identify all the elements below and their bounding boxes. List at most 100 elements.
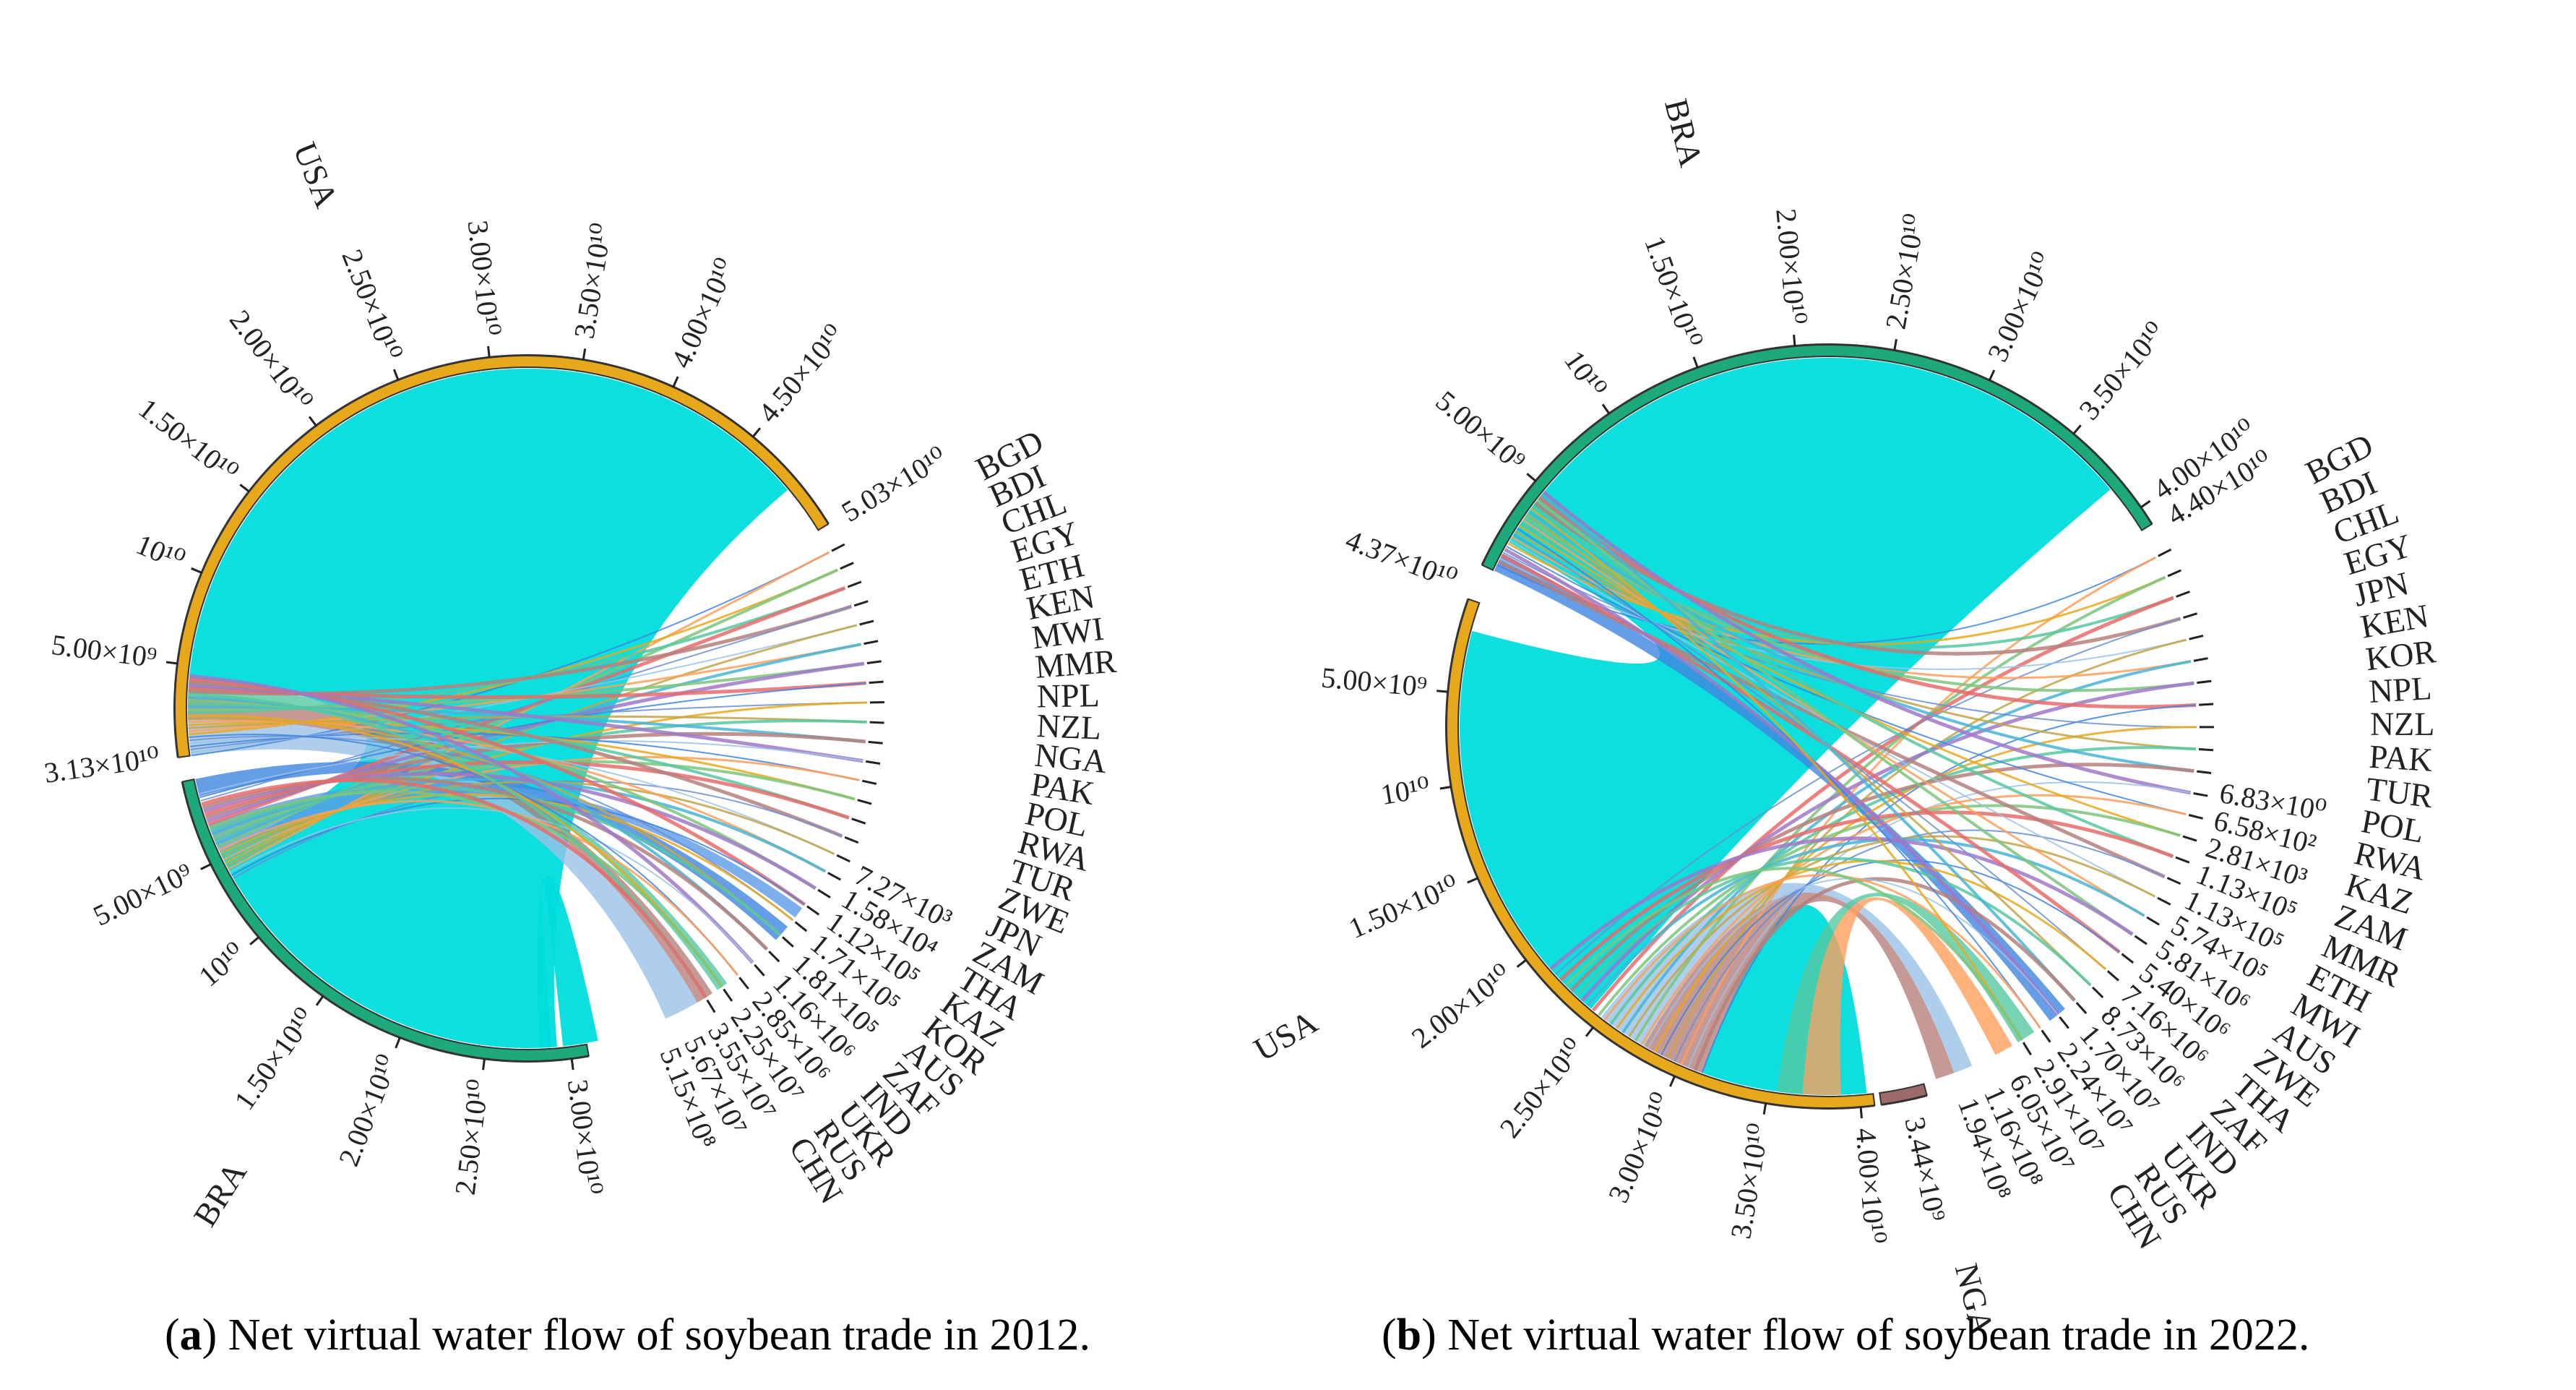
- flow-line-kor: [1580, 681, 2194, 1003]
- flow-line-ken: [1621, 659, 2192, 1034]
- country-tick-pak: [866, 760, 881, 765]
- tick-mark: [1585, 1026, 1595, 1037]
- flow-line-zaf: [1575, 857, 2092, 997]
- country-label-pak: PAK: [2368, 738, 2434, 778]
- tick-label: 4.50×10¹⁰: [751, 319, 850, 429]
- node-name-bra: BRA: [186, 1155, 254, 1232]
- tick-label: 2.00×10¹⁰: [1770, 207, 1812, 326]
- country-tick-eth: [859, 619, 874, 626]
- flow-line-kaz: [1598, 804, 2181, 1016]
- country-tick-chl: [847, 580, 862, 588]
- tick-mark: [672, 376, 679, 388]
- country-tick-tha: [2106, 970, 2119, 982]
- country-tick-zaf: [768, 951, 780, 963]
- tick-mark: [249, 936, 260, 945]
- country-tick-pol: [861, 779, 877, 785]
- node-arc-bra: [1481, 344, 2153, 571]
- country-tick-zaf: [2091, 986, 2104, 998]
- country-tick-bdi: [2167, 569, 2181, 578]
- node-arc-nga: [1879, 1083, 1928, 1105]
- tick-mark: [392, 369, 400, 381]
- ribbons: [1459, 358, 2197, 1096]
- tick-mark: [1692, 356, 1699, 369]
- tick-label: 1.50×10¹⁰: [1344, 869, 1463, 945]
- tick-mark: [165, 661, 178, 665]
- country-tick-chl: [2176, 591, 2190, 598]
- tick-mark: [315, 995, 324, 1006]
- country-label-kor: KOR: [2364, 632, 2438, 677]
- tick-label: 2.50×10¹⁰: [1493, 1032, 1590, 1144]
- flow-usa-ind: [1644, 892, 1955, 1079]
- tick-mark: [1439, 786, 1452, 790]
- tick-mark: [1467, 877, 1479, 884]
- tick-label: 4.00×10¹⁰: [1850, 1127, 1892, 1245]
- country-tick-ken: [863, 640, 879, 645]
- country-tick-rus: [2041, 1029, 2051, 1043]
- country-tick-mwi: [2146, 916, 2160, 926]
- tick-label: 5.00×10⁹: [50, 628, 159, 674]
- country-tick-npl: [2199, 703, 2214, 706]
- tick-mark: [191, 567, 203, 574]
- tick-mark: [1893, 339, 1897, 351]
- node-total-label: 4.37×10¹⁰: [1341, 523, 1461, 596]
- flow-usa-jpn: [195, 761, 788, 940]
- tick-mark: [1668, 1075, 1676, 1087]
- tick-label: 3.00×10¹⁰: [561, 1078, 608, 1197]
- tick-label: 1.50×10¹⁰: [1638, 232, 1708, 352]
- country-tick-kaz: [806, 905, 820, 916]
- tick-mark: [582, 348, 587, 361]
- tick-label: 2.00×10¹⁰: [1405, 958, 1517, 1055]
- node-name-usa: USA: [286, 137, 345, 213]
- country-tick-tur: [2197, 770, 2212, 775]
- country-tick-egy: [853, 600, 869, 607]
- country-tick-rwa: [2188, 814, 2203, 820]
- tick-label: 2.00×10¹⁰: [223, 304, 319, 417]
- flow-line-zam: [1559, 810, 2174, 982]
- country-tick-bgd: [2158, 548, 2172, 557]
- flow-line-mmr: [199, 682, 866, 799]
- tick-mark: [308, 416, 317, 427]
- country-tick-aus: [781, 936, 794, 948]
- caption-b-letter: b: [1396, 1310, 1422, 1360]
- tick-label: 10¹⁰: [1379, 771, 1432, 811]
- flow-usa-zaf: [1777, 893, 2035, 1094]
- tick-mark: [1601, 403, 1611, 415]
- flow-line-mwi: [1586, 838, 2145, 1007]
- tick-mark: [482, 1058, 486, 1071]
- country-tick-egy: [2183, 612, 2198, 619]
- flow-line-chn: [1564, 867, 2023, 1041]
- flow-usa-chn: [189, 369, 788, 1048]
- country-label-nzl: NZL: [1036, 707, 1102, 747]
- country-tick-zwe: [844, 836, 859, 844]
- country-tick-ken: [2193, 657, 2208, 662]
- tick-label: 4.00×10¹⁰: [665, 254, 742, 373]
- country-tick-ind: [754, 964, 765, 977]
- node-arc-bra: [181, 778, 590, 1062]
- tick-label: 3.50×10¹⁰: [567, 221, 618, 341]
- flow-line-chn: [1530, 507, 2023, 1041]
- flow-line-tha: [1616, 859, 2106, 1029]
- tick-label: 1.50×10¹⁰: [132, 392, 244, 489]
- tick-label: 5.00×10⁹: [1430, 385, 1532, 478]
- tick-label: 3.00×10¹⁰: [462, 218, 507, 338]
- country-tick-chn: [706, 999, 716, 1013]
- tick-label: 2.00×10¹⁰: [332, 1050, 405, 1170]
- node-arc-usa: [1446, 598, 1876, 1109]
- country-tick-bdi: [840, 562, 854, 570]
- country-label-npl: NPL: [1036, 677, 1100, 714]
- country-tick-tur: [851, 818, 866, 825]
- country-tick-zam: [2175, 856, 2190, 864]
- ribbons: [187, 369, 867, 1048]
- tick-mark: [1762, 1102, 1767, 1115]
- country-tick-rus: [723, 988, 733, 1002]
- caption-a-text-visible: ) Net virtual water flow of soybean trad…: [202, 1310, 1090, 1360]
- flow-usa-rus: [1601, 883, 1973, 1073]
- flow-line-egy: [200, 606, 852, 802]
- country-tick-tha: [817, 888, 831, 898]
- tick-mark: [1516, 958, 1528, 968]
- flow-bra-chn: [1459, 358, 2111, 1009]
- tick-mark: [570, 1057, 574, 1071]
- node-outline-nga: [1881, 1095, 1928, 1106]
